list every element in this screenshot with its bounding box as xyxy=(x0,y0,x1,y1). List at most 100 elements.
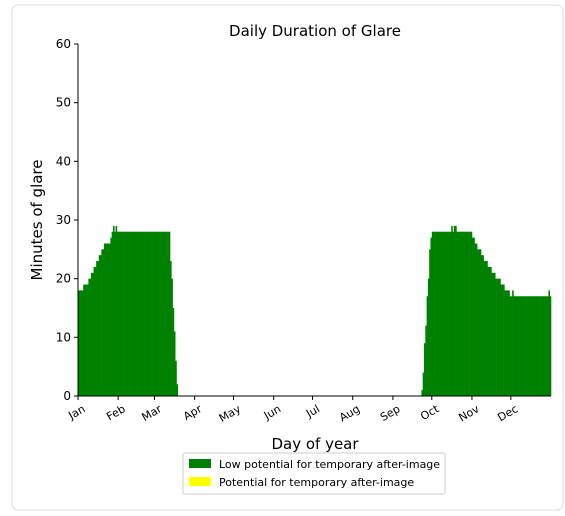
bar xyxy=(462,231,465,396)
bar xyxy=(100,255,102,396)
bar xyxy=(534,296,536,396)
bar xyxy=(477,249,479,396)
bar xyxy=(442,231,444,396)
bar xyxy=(425,325,427,396)
bar xyxy=(525,296,527,396)
bar xyxy=(111,231,114,396)
bar xyxy=(158,231,160,396)
legend-swatch xyxy=(189,459,211,468)
bar xyxy=(523,296,526,396)
bar xyxy=(144,231,146,396)
bar xyxy=(103,243,106,396)
bar xyxy=(447,231,449,396)
y-tick-label: 30 xyxy=(56,213,71,227)
bar xyxy=(176,384,179,396)
bar xyxy=(431,231,434,396)
bar xyxy=(151,231,154,396)
bar xyxy=(536,296,539,396)
bar xyxy=(109,243,111,396)
bar xyxy=(488,266,491,396)
bar xyxy=(124,231,127,396)
bar xyxy=(78,290,80,396)
bar xyxy=(444,231,447,396)
bar xyxy=(510,296,513,396)
bar xyxy=(149,231,151,396)
bar xyxy=(83,284,85,396)
bar xyxy=(90,272,93,396)
bar xyxy=(133,231,136,396)
y-tick-label: 60 xyxy=(56,37,71,51)
bar xyxy=(132,231,135,396)
bar xyxy=(464,231,466,396)
bar xyxy=(468,231,470,396)
bar xyxy=(429,249,431,396)
bar xyxy=(452,231,455,396)
bar xyxy=(458,231,461,396)
bar xyxy=(541,296,544,396)
legend xyxy=(182,452,446,495)
bar xyxy=(140,231,142,396)
bar xyxy=(503,284,505,396)
bar xyxy=(486,261,488,396)
bar xyxy=(495,278,497,396)
x-tick-label: Jul xyxy=(303,402,322,420)
bar xyxy=(119,231,122,396)
bar xyxy=(120,231,123,396)
bar xyxy=(449,231,452,396)
bar xyxy=(508,290,510,396)
bar xyxy=(481,255,483,396)
bar xyxy=(446,231,448,396)
bar xyxy=(435,231,438,396)
bar xyxy=(474,243,477,396)
bar xyxy=(98,255,101,396)
bar xyxy=(146,231,149,396)
bar xyxy=(153,231,155,396)
bar xyxy=(107,243,110,396)
bar xyxy=(80,290,83,396)
bar xyxy=(102,249,105,396)
bar xyxy=(114,231,116,396)
bar xyxy=(530,296,532,396)
bar xyxy=(493,272,496,396)
legend-label: Potential for temporary after-image xyxy=(219,476,414,489)
bar xyxy=(427,278,430,396)
bar xyxy=(171,278,173,396)
bar xyxy=(471,237,474,396)
bar xyxy=(496,278,499,396)
bar xyxy=(457,231,460,396)
bar xyxy=(500,284,503,396)
bar xyxy=(545,296,548,396)
bar xyxy=(538,296,540,396)
bar xyxy=(112,225,115,396)
bar xyxy=(163,231,166,396)
y-axis-label: Minutes of glare xyxy=(28,160,46,281)
bar xyxy=(175,360,177,396)
bar xyxy=(122,231,124,396)
bar xyxy=(509,296,512,396)
y-tick-label: 50 xyxy=(56,96,71,110)
bar xyxy=(532,296,535,396)
bar xyxy=(453,225,456,396)
bar xyxy=(131,231,133,396)
bar xyxy=(123,231,125,396)
bar xyxy=(96,261,98,396)
bar xyxy=(154,231,157,396)
bar xyxy=(548,290,551,396)
bar xyxy=(129,231,132,396)
bar xyxy=(451,225,453,396)
bar xyxy=(141,231,144,396)
bar xyxy=(521,296,523,396)
bar xyxy=(513,296,516,396)
chart-title: Daily Duration of Glare xyxy=(229,22,401,40)
y-tick-label: 0 xyxy=(63,389,71,403)
bar xyxy=(484,261,487,396)
bar xyxy=(147,231,150,396)
bar xyxy=(89,278,92,396)
bar xyxy=(115,225,118,396)
bar xyxy=(540,296,543,396)
bar xyxy=(479,249,482,396)
bar xyxy=(172,308,175,396)
bar xyxy=(125,231,128,396)
bar xyxy=(167,231,170,396)
